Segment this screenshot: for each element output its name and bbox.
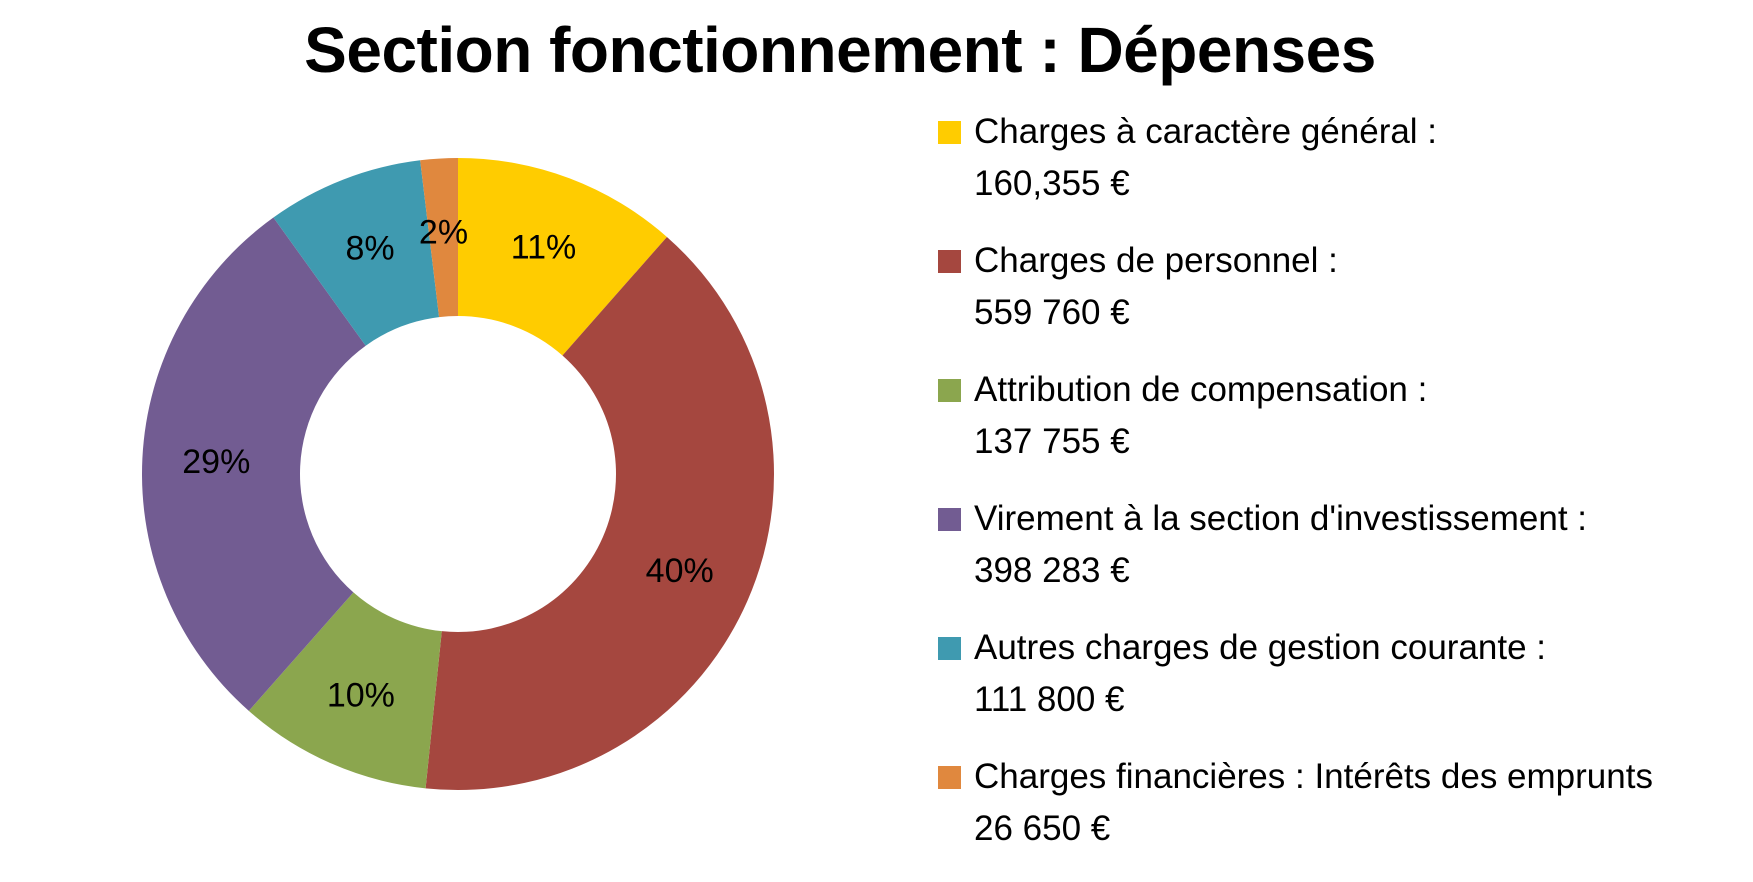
legend-swatch	[938, 250, 961, 273]
legend-item: Virement à la section d'investissement :…	[938, 495, 1738, 624]
legend-swatch	[938, 121, 961, 144]
donut-slice-6	[420, 158, 458, 318]
legend-item: Charges à caractère général : 160,355 €	[938, 108, 1738, 237]
legend-label: Charges à caractère général :	[974, 112, 1438, 151]
legend-label: Autres charges de gestion courante :	[974, 628, 1547, 667]
legend-label: Charges financières : Intérêts des empru…	[974, 757, 1653, 796]
legend-swatch	[938, 379, 961, 402]
legend-amount: 111 800 €	[974, 680, 1125, 719]
data-label-3: 10%	[327, 677, 395, 715]
legend-amount: 559 760 €	[974, 293, 1130, 332]
legend-amount: 160,355 €	[974, 164, 1130, 203]
legend-amount: 398 283 €	[974, 551, 1130, 590]
legend-label: Attribution de compensation :	[974, 370, 1428, 409]
chart-legend: Charges à caractère général :160,355 € Ch…	[938, 108, 1738, 882]
legend-swatch	[938, 766, 961, 789]
donut-slice-1	[458, 158, 667, 356]
donut-slice-3	[248, 592, 442, 789]
donut-slice-4	[142, 217, 366, 711]
legend-item: Charges financières : Intérêts des empru…	[938, 753, 1738, 882]
data-label-5: 8%	[345, 230, 394, 268]
data-label-1: 11%	[511, 229, 577, 267]
legend-amount: 26 650 €	[974, 809, 1111, 848]
legend-item: Attribution de compensation : 137 755 €	[938, 366, 1738, 495]
legend-swatch	[938, 637, 961, 660]
donut-slice-2	[425, 236, 774, 790]
legend-amount: 137 755 €	[974, 422, 1130, 461]
legend-item: Autres charges de gestion courante : 111 …	[938, 624, 1738, 753]
donut-slices	[142, 158, 774, 790]
data-label-2: 40%	[646, 552, 714, 590]
legend-label: Charges de personnel :	[974, 241, 1338, 280]
data-label-4: 29%	[182, 443, 250, 481]
legend-label: Virement à la section d'investissement :	[974, 499, 1587, 538]
legend-item: Charges de personnel : 559 760 €	[938, 237, 1738, 366]
donut-slice-5	[273, 160, 440, 346]
data-label-6: 2%	[419, 213, 468, 251]
legend-swatch	[938, 508, 961, 531]
chart-title: Section fonctionnement : Dépenses	[304, 14, 1376, 86]
donut-chart: 11% 40% 10% 29% 8% 2%	[142, 158, 774, 790]
donut-data-labels: 11% 40% 10% 29% 8% 2%	[182, 213, 713, 714]
